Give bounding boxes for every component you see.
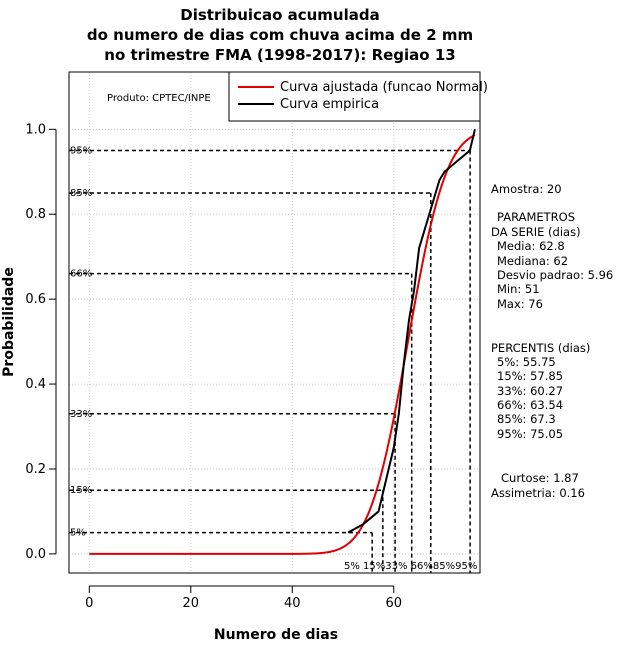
- percentile-33-label: 33%: [70, 409, 92, 420]
- legend: Curva ajustada (funcao Normal) Curva emp…: [228, 71, 488, 122]
- percentile-5-label: 5%: [70, 528, 86, 539]
- y-axis-title: Probabilidade: [1, 267, 17, 377]
- percentil-66: 66%: 63.54: [497, 398, 563, 412]
- y-tick-label-1.0: 1.0: [25, 122, 46, 137]
- y-tick-label-0.6: 0.6: [25, 292, 46, 307]
- percentile-66-label: 66%: [70, 269, 92, 280]
- chart-title-line-2: do numero de dias com chuva acima de 2 m…: [87, 26, 473, 44]
- chart-title-line-1: Distribuicao acumulada: [180, 6, 379, 24]
- empirical-curve: [347, 129, 476, 534]
- x-axis-title: Numero de dias: [214, 627, 338, 643]
- param-min: Min: 51: [497, 282, 540, 296]
- percentile-reference-lines: 5% 15% 33% 66% 85% 95%: [69, 146, 471, 573]
- plot-frame: [68, 71, 481, 574]
- skewness: Assimetria: 0.16: [491, 486, 585, 500]
- y-tick-label-0.4: 0.4: [25, 377, 46, 392]
- percentil-95: 95%: 75.05: [497, 427, 563, 441]
- legend-label-empirical: Curva empirica: [280, 97, 379, 112]
- y-tick-label-0.0: 0.0: [25, 547, 46, 562]
- x-tick-label-0: 0: [85, 596, 93, 611]
- bottom-percentile-labels: 5% 15%33% 66%85%95%: [344, 561, 477, 572]
- x-tick-label-60: 60: [385, 596, 402, 611]
- curves-layer: [89, 129, 476, 555]
- x-tick-label-20: 20: [183, 596, 200, 611]
- x-tick-label-40: 40: [284, 596, 301, 611]
- param-sd: Desvio padrao: 5.96: [497, 268, 613, 282]
- percentil-15: 15%: 57.85: [497, 369, 563, 383]
- percentis-heading: PERCENTIS (dias): [491, 341, 590, 355]
- percentil-5: 5%: 55.75: [497, 355, 556, 369]
- param-max: Max: 76: [497, 297, 543, 311]
- percentil-33: 33%: 60.27: [497, 384, 563, 398]
- params-heading-1: PARAMETROS: [497, 210, 575, 224]
- legend-box: [228, 71, 481, 122]
- percentile-15-label: 15%: [70, 485, 92, 496]
- sample-size: Amostra: 20: [491, 182, 562, 196]
- y-tick-label-0.8: 0.8: [25, 207, 46, 222]
- percentile-95-label: 95%: [70, 146, 92, 157]
- side-statistics-panel: Amostra: 20 PARAMETROS DA SERIE (dias) M…: [491, 182, 613, 500]
- product-label: Produto: CPTEC/INPE: [107, 93, 211, 104]
- chart-title-line-3: no trimestre FMA (1998-2017): Regiao 13: [104, 46, 455, 64]
- grid-layer: [69, 72, 480, 573]
- kurtosis: Curtose: 1.87: [501, 471, 579, 485]
- y-tick-label-0.2: 0.2: [25, 462, 46, 477]
- param-mean: Media: 62.8: [497, 239, 565, 253]
- legend-label-fitted: Curva ajustada (funcao Normal): [280, 80, 488, 95]
- percentile-85-label: 85%: [70, 188, 92, 199]
- percentil-85: 85%: 67.3: [497, 412, 556, 426]
- axes-layer: 0 20 40 60 0.0 0.2 0.4 0.6 0.8 1.0: [25, 122, 402, 611]
- fitted-normal-curve: [89, 134, 476, 555]
- param-median: Mediana: 62: [497, 254, 568, 268]
- params-heading-2: DA SERIE (dias): [491, 225, 581, 239]
